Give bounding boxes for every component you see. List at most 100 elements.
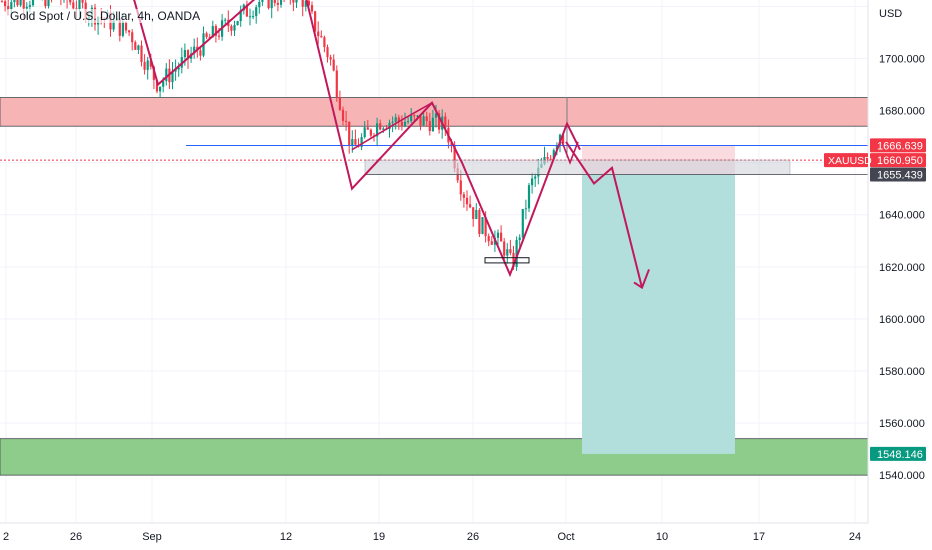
- candle-body: [379, 123, 382, 130]
- candle-body: [230, 26, 233, 31]
- zone-support: [0, 438, 869, 476]
- candle-body: [248, 16, 252, 18]
- y-tick-label: 1560.000: [879, 418, 925, 430]
- y-tick-label: 1600.000: [879, 314, 925, 326]
- candle-body: [400, 121, 403, 127]
- candle-body: [121, 21, 124, 36]
- candle-body: [258, 1, 261, 8]
- candle-body: [273, 0, 276, 3]
- projection-arrowhead: [633, 269, 650, 290]
- candle-body: [425, 116, 428, 122]
- top-arrowhead: [561, 141, 579, 165]
- candle-body: [465, 197, 469, 205]
- candle-body: [146, 60, 149, 70]
- candle-body: [469, 204, 472, 208]
- candle-body: [10, 2, 13, 10]
- candle-body: [267, 0, 270, 9]
- candle-body: [276, 2, 279, 5]
- symbol-tag-bg: [824, 153, 868, 168]
- candle-body: [124, 21, 128, 31]
- candle-body: [394, 117, 397, 122]
- candle-body: [360, 137, 363, 147]
- candle-body: [484, 217, 487, 237]
- x-tick-label: 19: [373, 531, 385, 543]
- candle-body: [165, 68, 168, 82]
- candle-body: [341, 109, 345, 121]
- candle-body: [279, 0, 283, 5]
- candle-body: [159, 86, 162, 92]
- candle-body: [217, 35, 221, 37]
- symbol-tag: XAUUSD: [828, 155, 872, 167]
- candle-body: [233, 24, 236, 31]
- candle-body: [292, 0, 295, 3]
- candle-body: [534, 176, 537, 179]
- candle-body: [75, 8, 78, 10]
- candle-body: [323, 37, 326, 48]
- price-label-bg: [870, 446, 926, 461]
- candle-body: [512, 252, 515, 267]
- candle-body: [155, 79, 159, 92]
- candle-body: [453, 145, 456, 169]
- price-label: 1655.439: [877, 170, 923, 182]
- candle-body: [546, 157, 549, 159]
- candle-body: [270, 0, 273, 9]
- candle-body: [509, 249, 512, 253]
- projection-path: [565, 141, 643, 288]
- candle-body: [69, 0, 72, 3]
- candle-body: [562, 134, 565, 144]
- candle-body: [428, 121, 431, 132]
- x-tick-label: 2: [3, 531, 9, 543]
- candle-body: [444, 116, 447, 128]
- candle-body: [438, 113, 441, 130]
- candle-body: [422, 116, 425, 126]
- candle-body: [552, 150, 555, 159]
- candle-body: [301, 0, 304, 7]
- candle-body: [118, 18, 121, 36]
- pattern-zigzag: [133, 0, 581, 278]
- candle-body: [186, 50, 190, 59]
- candle-body: [500, 232, 503, 242]
- candle-body: [13, 0, 16, 3]
- candle-body: [255, 7, 258, 17]
- candle-body: [419, 115, 422, 126]
- candle-body: [22, 0, 25, 9]
- candle-body: [236, 21, 239, 25]
- candle-body: [140, 45, 143, 62]
- candle-body: [450, 142, 453, 146]
- candle-body: [462, 194, 465, 198]
- price-axis-bg: [868, 0, 932, 550]
- candle-body: [382, 128, 385, 130]
- candle-body: [369, 129, 372, 136]
- candle-body: [531, 178, 534, 186]
- candle-body: [28, 5, 31, 7]
- candle-body: [174, 69, 177, 72]
- candle-body: [31, 0, 35, 6]
- candle-body: [4, 1, 7, 7]
- candle-body: [459, 180, 462, 195]
- candle-body: [481, 217, 484, 234]
- candle-body: [72, 2, 75, 9]
- x-tick-label: Oct: [557, 531, 574, 543]
- bottom-marker-box: [484, 257, 530, 264]
- candle-body: [81, 0, 84, 3]
- price-label-bg: [870, 153, 926, 168]
- candle-body: [205, 33, 208, 38]
- candle-body: [314, 11, 317, 32]
- y-tick-label: 1680.000: [879, 106, 925, 118]
- time-axis-bg: [0, 523, 932, 550]
- candle-body: [25, 6, 28, 9]
- candle-body: [487, 236, 490, 242]
- price-label: 1666.639: [877, 140, 923, 152]
- candle-body: [348, 121, 351, 145]
- currency-label: USD: [879, 8, 902, 20]
- candle-body: [143, 61, 146, 70]
- zones-layer: [0, 97, 869, 476]
- candle-body: [524, 208, 527, 210]
- candle-body: [515, 240, 518, 267]
- candle-body: [193, 46, 196, 54]
- chart-title: Gold Spot / U.S. Dollar, 4h, OANDA: [8, 9, 203, 23]
- drawings-layer: [0, 0, 868, 290]
- candle-body: [416, 115, 419, 117]
